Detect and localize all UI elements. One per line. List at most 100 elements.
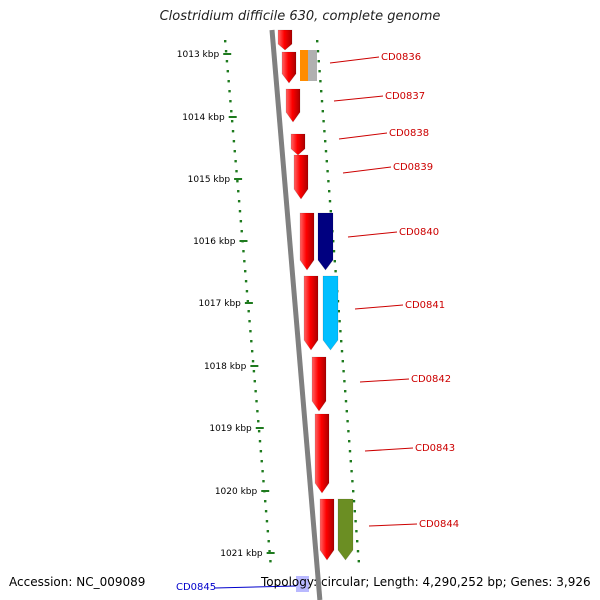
gene-label-cd0840: CD0840 [399,227,439,238]
gene-label-cd0845: CD0845 [176,582,216,593]
tick-dot [327,180,330,183]
tick-dot [266,530,270,533]
gene-arrow-cd0841 [303,275,319,351]
gene-leader-line [368,523,418,527]
kbp-tick-label: 1016 kbp [193,237,236,247]
gene-arrow-cd0837 [285,88,301,123]
tick-dot [254,390,257,393]
tick-dot [354,520,357,523]
tick-dot [233,150,236,153]
tick-dot [351,480,354,483]
tick-dot [253,380,256,383]
tick-dot [348,450,352,453]
gene-arrow-cd0836 [277,29,293,51]
tick-dot [356,550,360,553]
accession-text: Accession: NC_009089 [9,575,146,589]
tick-dot [262,480,265,483]
gene-leader-line [342,166,392,174]
tick-dot [324,150,328,153]
gene-label-cd0841: CD0841 [405,300,445,311]
tick-dot [324,140,327,143]
gene-leader-line [354,304,404,310]
orange-feature [300,50,308,81]
tick-dot [329,210,332,213]
tick-dot [328,190,331,193]
gene-leader-line [338,132,388,140]
tick-dot [240,230,243,233]
tick-dot [342,370,345,373]
tick-dot [332,250,336,253]
tick-dot [243,260,246,263]
tick-dot [230,110,233,113]
tick-dot [347,430,350,433]
gene-arrow-cd0838 [290,133,306,156]
gene-label-cd0839: CD0839 [393,162,433,173]
tick-dot [320,90,323,93]
tick-dot [323,130,326,133]
tick-dot [333,260,336,263]
tick-dot [224,50,228,53]
tick-dot [269,560,272,563]
tick-dot [345,410,348,413]
tick-dot [247,310,250,313]
tick-dot [332,240,335,243]
tick-dot [264,500,267,503]
tick-dot [237,200,241,203]
gene-arrow-cd0844-partner [337,498,354,561]
tick-dot [350,470,353,473]
gene-label-cd0838: CD0838 [389,128,429,139]
tick-dot [258,440,262,443]
tick-dot [340,340,343,343]
tick-dot [346,420,349,423]
tick-dot [236,180,239,183]
tick-dot [343,380,346,383]
gene-leader-line [214,585,297,589]
gene-arrow-cd0844 [319,498,335,561]
tick-dot [249,330,252,333]
tick-dot [230,120,234,123]
tick-dot [244,280,248,283]
tick-dot [225,60,229,63]
tick-dot [340,350,344,353]
tick-dot [322,120,325,123]
tick-dot [239,220,243,223]
tick-dot [250,340,253,343]
tick-dot [238,210,242,213]
tick-dot [251,360,255,363]
tick-dot [259,450,263,453]
tick-dot [244,270,247,273]
tick-dot [232,140,236,143]
tick-dot [231,130,235,133]
tick-dot [328,200,332,203]
tick-dot [250,350,254,353]
tick-dot [227,80,230,83]
tick-dot [344,400,348,403]
tick-dot [339,330,342,333]
tick-dot [320,100,324,103]
tick-dot [257,420,260,423]
gene-label-cd0836: CD0836 [381,52,421,63]
kbp-tick-label: 1014 kbp [182,113,225,123]
tick-dot [352,500,356,503]
tick-dot [356,540,359,543]
gene-arrow-cd0842 [311,356,327,412]
tick-dot [234,160,237,163]
tick-dot [317,60,320,63]
tick-dot [242,250,245,253]
tick-dot [252,370,256,373]
genome-backbone [269,29,323,600]
gene-arrow-cd0840-partner [317,212,334,271]
gene-label-cd0842: CD0842 [411,374,451,385]
gene-arrow-cd0843 [314,413,330,494]
gene-leader-line [329,56,380,64]
gene-arrow-cd0840 [299,212,315,271]
kbp-tick-label: 1017 kbp [198,299,241,309]
kbp-tick-label: 1019 kbp [209,424,252,434]
tick-dot [316,50,320,53]
gene-arrow-cd0839 [293,154,309,200]
tick-dot [337,310,340,313]
tick-dot [355,530,358,533]
tick-dot [341,360,344,363]
kbp-tick-label: 1020 kbp [215,487,258,497]
